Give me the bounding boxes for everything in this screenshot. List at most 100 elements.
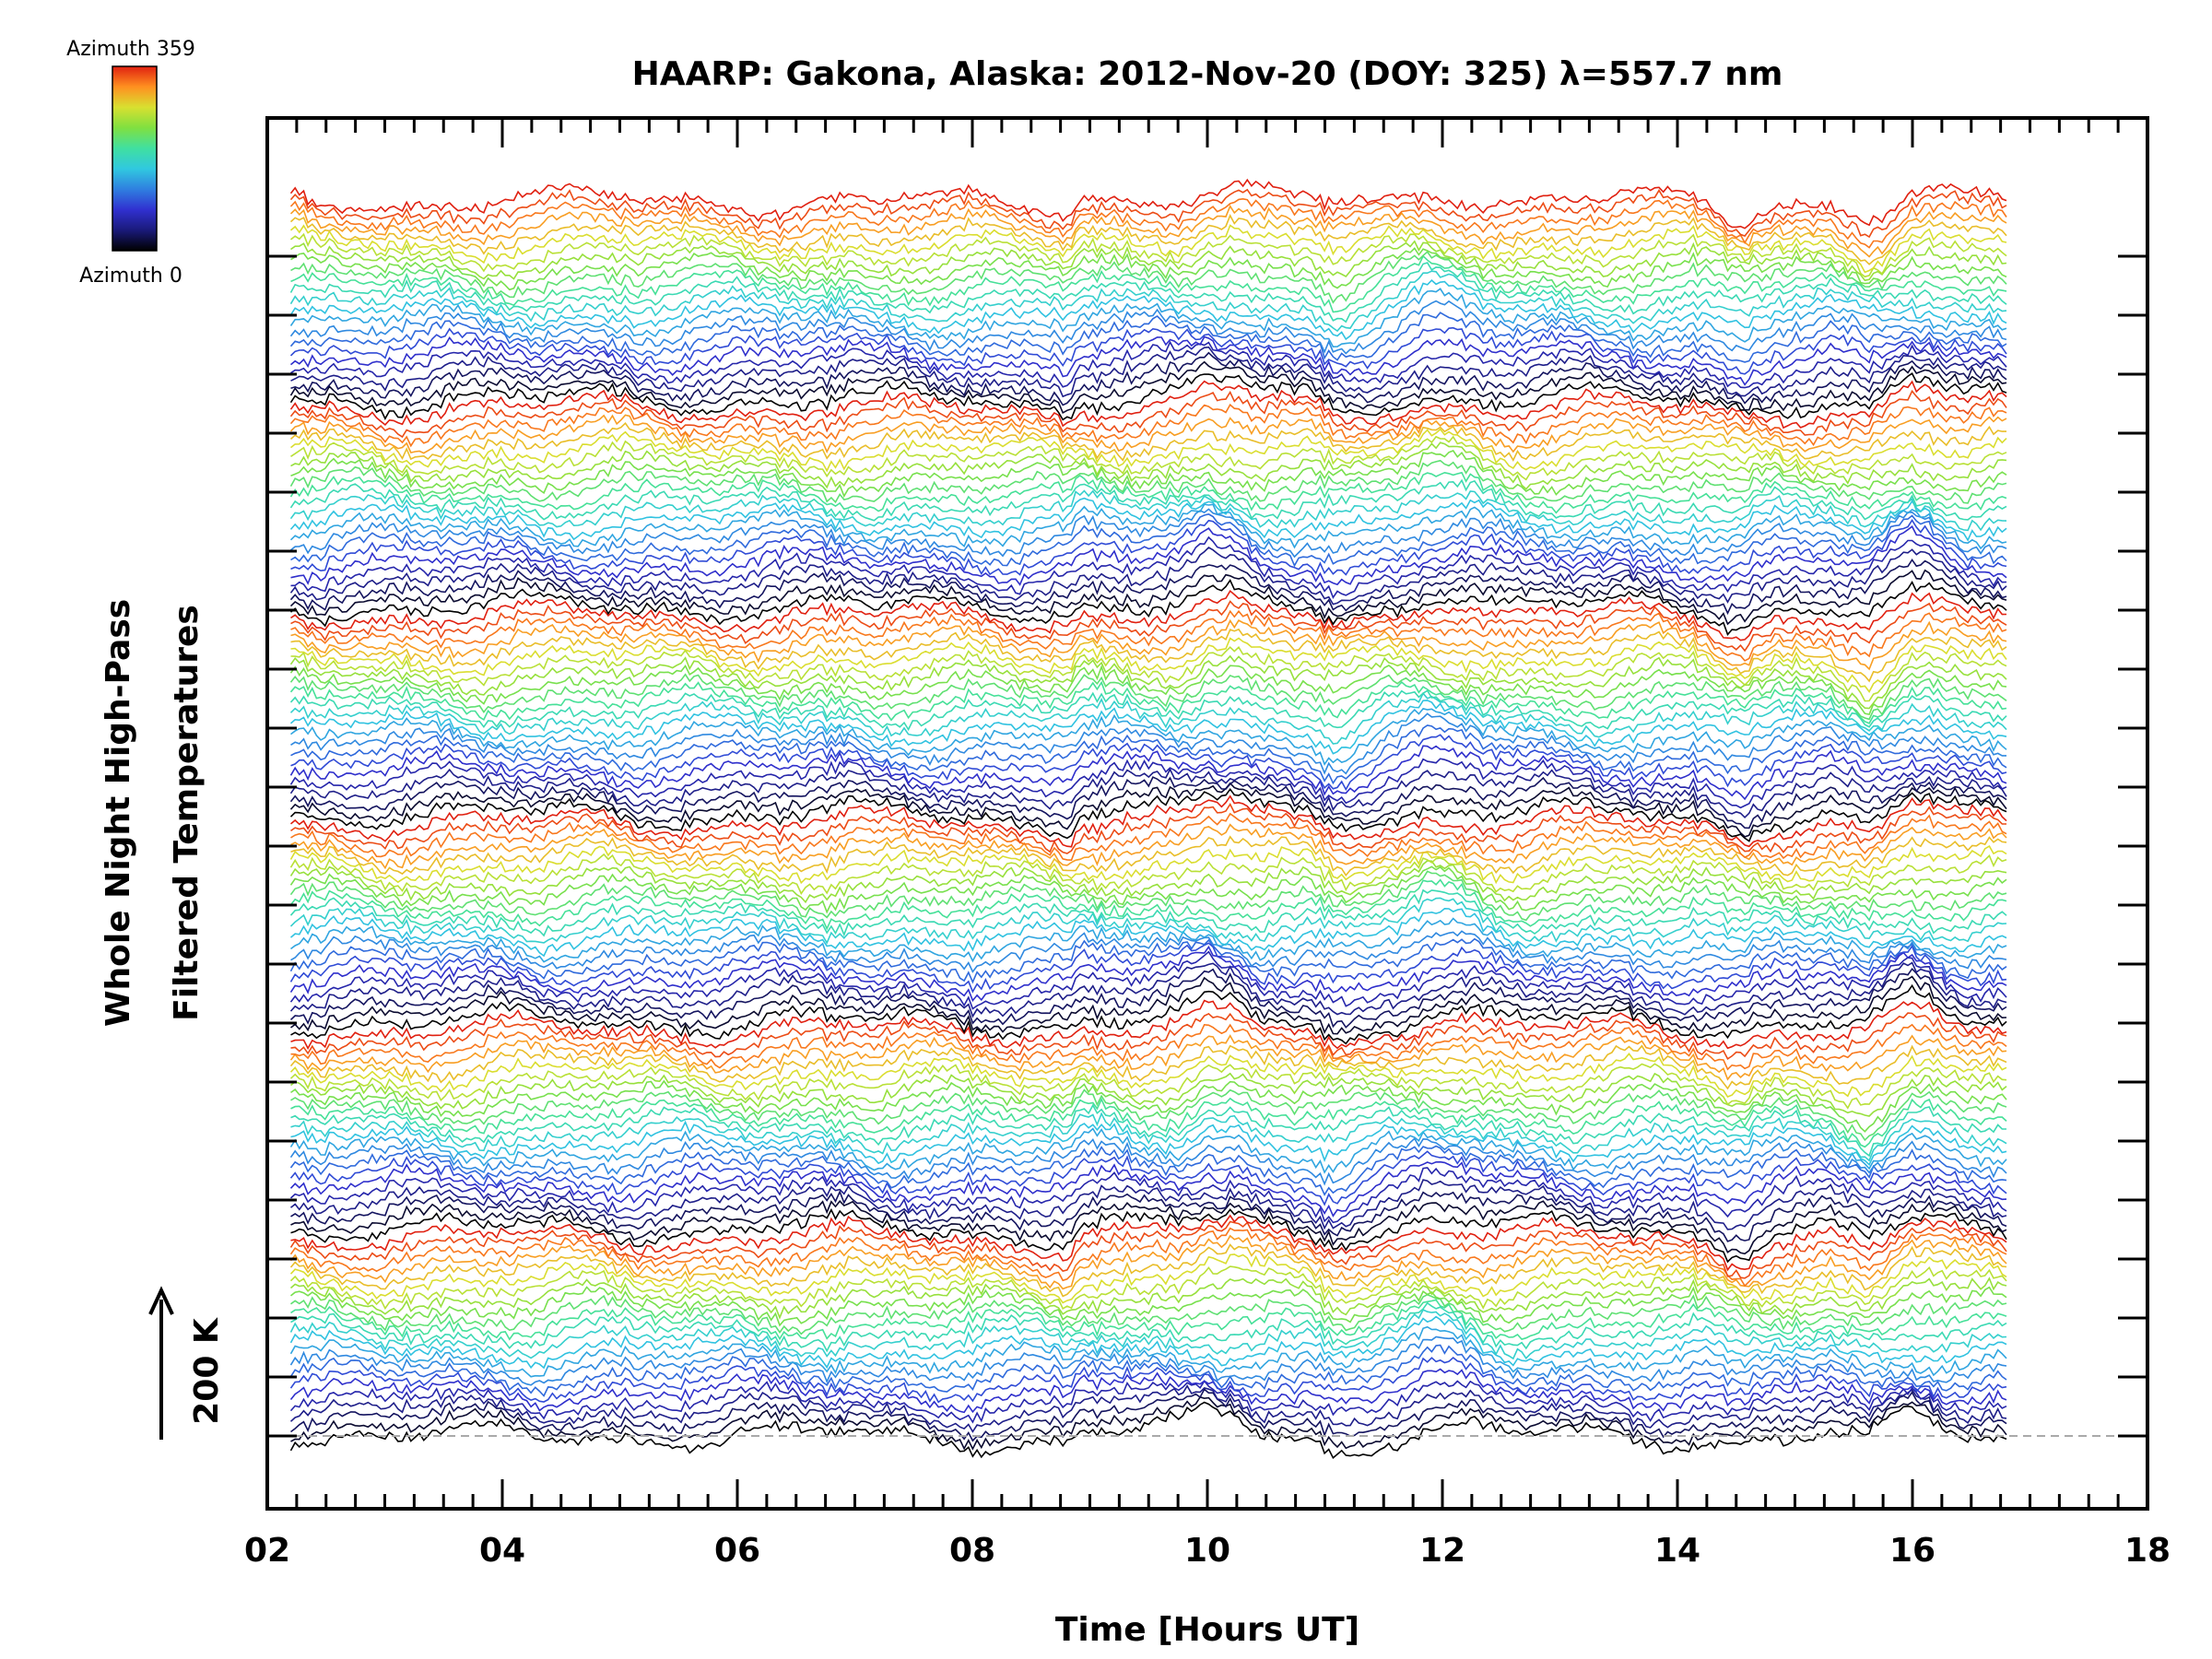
temperature-trace xyxy=(289,860,2007,904)
temperature-trace xyxy=(289,478,2007,522)
axis-ticks xyxy=(265,118,2149,1509)
temperature-trace xyxy=(289,950,2007,1010)
scale-bar: 200 K xyxy=(148,1286,226,1440)
temperature-trace xyxy=(290,251,2007,304)
temperature-trace xyxy=(289,1380,2007,1424)
temperature-trace xyxy=(289,1401,2007,1459)
temperature-trace xyxy=(289,700,2007,755)
temperature-trace xyxy=(289,270,2007,333)
colorbar-gradient xyxy=(112,65,158,252)
temperature-trace xyxy=(289,459,2007,504)
temperature-trace xyxy=(289,224,2007,274)
temperature-trace xyxy=(289,1234,2007,1290)
x-tick-label: 02 xyxy=(244,1532,290,1570)
temperature-trace xyxy=(290,247,2007,291)
temperature-trace xyxy=(289,197,2007,249)
temperature-trace xyxy=(290,930,2007,973)
temperature-trace xyxy=(289,503,2007,550)
temperature-trace xyxy=(290,1388,2007,1442)
temperature-trace xyxy=(290,513,2007,568)
temperature-trace xyxy=(289,312,2007,363)
temperature-trace xyxy=(290,1214,2007,1272)
temperature-trace xyxy=(290,441,2007,490)
temperature-trace xyxy=(289,961,2007,1018)
chart-title: HAARP: Gakona, Alaska: 2012-Nov-20 (DOY:… xyxy=(632,55,1783,93)
temperature-trace xyxy=(289,967,2007,1029)
temperature-trace xyxy=(289,262,2007,324)
temperature-trace xyxy=(290,524,2007,586)
temperature-trace xyxy=(290,609,2007,662)
y-axis-label-line2: Filtered Temperatures xyxy=(168,605,206,1021)
temperature-trace xyxy=(289,1063,2007,1110)
temperature-trace xyxy=(290,628,2007,683)
temperature-trace xyxy=(289,691,2007,745)
colorbar-label-bottom: Azimuth 0 xyxy=(79,265,182,288)
temperature-trace xyxy=(289,389,2007,439)
scale-arrow-head xyxy=(148,1286,174,1315)
temperature-trace xyxy=(289,1356,2007,1404)
temperature-trace xyxy=(290,1199,2007,1255)
temperature-trace xyxy=(290,917,2007,963)
temperature-trace xyxy=(290,346,2007,398)
temperature-trace xyxy=(290,535,2007,600)
temperature-trace xyxy=(289,787,2007,842)
temperature-trace xyxy=(289,1344,2007,1397)
temperature-trace xyxy=(290,637,2007,693)
temperature-trace xyxy=(290,983,2007,1045)
temperature-trace xyxy=(290,1079,2007,1133)
temperature-trace xyxy=(289,1277,2007,1320)
temperature-trace xyxy=(289,776,2007,830)
temperature-trace xyxy=(289,794,2007,848)
temperature-trace xyxy=(290,232,2007,278)
temperature-trace xyxy=(290,646,2007,702)
temperature-trace xyxy=(290,823,2007,870)
temperature-trace xyxy=(290,802,2006,854)
temperature-trace xyxy=(290,1179,2007,1230)
temperature-trace xyxy=(289,188,2007,239)
temperature-trace xyxy=(290,724,2007,785)
temperature-trace xyxy=(289,1072,2007,1117)
temperature-trace xyxy=(289,1145,2007,1196)
x-tick-labels: 02 04 06 08 10 12 14 16 18 xyxy=(244,1532,2171,1570)
temperature-trace xyxy=(289,1243,2007,1298)
temperature-trace xyxy=(289,870,2007,922)
temperature-trace xyxy=(290,1299,2007,1341)
temperature-trace xyxy=(289,665,2007,716)
temperature-trace xyxy=(289,853,2007,896)
y-axis-label: Whole Night High-Pass Filtered Temperatu… xyxy=(100,599,206,1027)
temperature-trace xyxy=(289,569,2007,626)
temperature-trace xyxy=(290,708,2007,766)
temperature-trace xyxy=(289,745,2007,801)
x-tick-label: 18 xyxy=(2124,1532,2171,1570)
temperature-trace xyxy=(289,204,2007,258)
temperature-trace xyxy=(289,372,2007,421)
temperature-trace xyxy=(289,865,2007,914)
y-axis-label-line1: Whole Night High-Pass xyxy=(100,599,137,1027)
colorbar-label-top: Azimuth 359 xyxy=(66,38,195,61)
temperature-trace xyxy=(290,428,2007,473)
temperature-trace xyxy=(290,519,2007,576)
temperature-trace xyxy=(290,1293,2007,1335)
temperature-trace xyxy=(289,1265,2007,1311)
temperature-trace xyxy=(289,1034,2007,1081)
temperature-trace xyxy=(289,421,2006,462)
temperature-trace xyxy=(290,351,2007,406)
temperature-trace xyxy=(289,768,2007,819)
temperature-trace xyxy=(289,1286,2007,1327)
temperature-trace xyxy=(289,288,2007,348)
temperature-trace xyxy=(289,942,2007,994)
x-tick-label: 10 xyxy=(1184,1532,1230,1570)
temperature-trace xyxy=(290,240,2007,282)
x-tick-label: 06 xyxy=(714,1532,760,1570)
temperature-trace xyxy=(289,1335,2007,1386)
temperature-trace xyxy=(290,450,2007,499)
temperature-trace xyxy=(290,254,2007,313)
temperature-trace xyxy=(290,734,2007,792)
temperature-trace xyxy=(290,340,2007,389)
temperature-trace xyxy=(290,435,2007,481)
temperature-trace xyxy=(289,1253,2007,1304)
traces xyxy=(289,178,2007,1459)
temperature-trace xyxy=(289,489,2007,532)
temperature-trace xyxy=(289,335,2007,386)
